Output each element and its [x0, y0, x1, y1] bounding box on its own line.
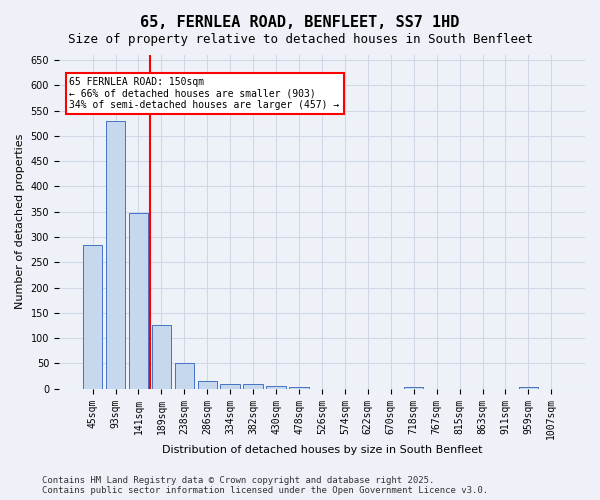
Y-axis label: Number of detached properties: Number of detached properties: [15, 134, 25, 310]
Text: 65 FERNLEA ROAD: 150sqm
← 66% of detached houses are smaller (903)
34% of semi-d: 65 FERNLEA ROAD: 150sqm ← 66% of detache…: [70, 76, 340, 110]
Bar: [128, 212, 148, 388]
X-axis label: Distribution of detached houses by size in South Benfleet: Distribution of detached houses by size …: [162, 445, 482, 455]
Text: 65, FERNLEA ROAD, BENFLEET, SS7 1HD: 65, FERNLEA ROAD, BENFLEET, SS7 1HD: [140, 15, 460, 30]
Bar: [83, 245, 103, 388]
Bar: [106, 120, 125, 388]
Bar: [244, 384, 263, 388]
Bar: [404, 386, 424, 388]
Bar: [152, 326, 171, 388]
Bar: [518, 386, 538, 388]
Bar: [220, 384, 240, 388]
Text: Size of property relative to detached houses in South Benfleet: Size of property relative to detached ho…: [67, 32, 533, 46]
Bar: [197, 380, 217, 388]
Bar: [266, 386, 286, 388]
Bar: [289, 386, 309, 388]
Text: Contains HM Land Registry data © Crown copyright and database right 2025.
Contai: Contains HM Land Registry data © Crown c…: [42, 476, 488, 495]
Bar: [175, 364, 194, 388]
